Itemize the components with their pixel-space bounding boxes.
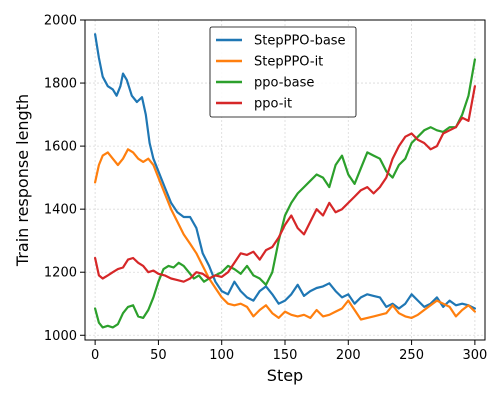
x-tick-label: 50 (150, 348, 167, 363)
y-tick-label: 1400 (44, 203, 77, 218)
series-line-stepppo-it (94, 148, 476, 321)
x-axis-title: Step (267, 366, 303, 385)
series-lines (94, 33, 476, 329)
legend-box (209, 26, 357, 118)
series-line-ppo-base (94, 58, 476, 329)
x-axis-ticks: 0 50 100 150 200 250 300 (91, 340, 487, 363)
series-line-stepppo-base (94, 33, 476, 310)
y-tick-label: 1000 (44, 329, 77, 344)
legend-label-stepppo-base: StepPPO-base (254, 34, 346, 49)
y-tick-label: 1800 (44, 77, 77, 92)
y-tick-label: 1600 (44, 140, 77, 155)
y-tick-label: 1200 (44, 266, 77, 281)
x-tick-label: 100 (209, 348, 234, 363)
y-axis-title: Train response length (13, 94, 32, 267)
legend-label-ppo-it: ppo-it (254, 97, 292, 112)
y-tick-label: 2000 (44, 14, 77, 29)
series-line-ppo-it (94, 85, 476, 283)
legend: StepPPO-base StepPPO-it ppo-base ppo-it (209, 26, 357, 118)
x-tick-label: 300 (462, 348, 487, 363)
x-tick-label: 0 (91, 348, 99, 363)
x-tick-label: 200 (336, 348, 361, 363)
y-axis-ticks: 1000 1200 1400 1600 1800 2000 (44, 14, 85, 344)
legend-label-stepppo-it: StepPPO-it (254, 55, 323, 70)
x-tick-label: 150 (273, 348, 298, 363)
x-tick-label: 250 (399, 348, 424, 363)
legend-label-ppo-base: ppo-base (254, 76, 314, 91)
